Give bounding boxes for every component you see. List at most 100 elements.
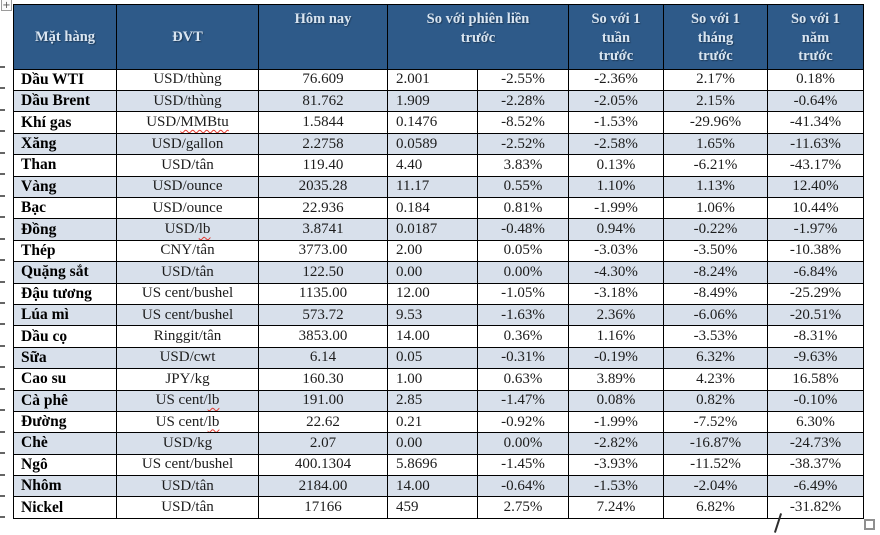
- header-so-voi-1-tuan-truoc[interactable]: So với 1 tuần trước: [568, 4, 664, 70]
- cell-change-abs[interactable]: 4.40: [387, 154, 478, 177]
- cell-week-pct[interactable]: -4.30%: [568, 261, 664, 284]
- cell-name[interactable]: Sữa: [13, 346, 117, 370]
- cell-week-pct[interactable]: -2.36%: [568, 68, 664, 92]
- header-mat-hang[interactable]: Mặt hàng: [13, 4, 117, 70]
- cell-name[interactable]: Bạc: [13, 196, 117, 220]
- cell-change-abs[interactable]: 0.00: [387, 432, 478, 455]
- cell-unit[interactable]: JPY/kg: [116, 368, 259, 391]
- cell-today[interactable]: 1135.00: [258, 282, 388, 305]
- cell-change-abs[interactable]: 11.17: [387, 175, 478, 198]
- cell-week-pct[interactable]: 1.10%: [568, 175, 664, 198]
- cell-year-pct[interactable]: -31.82%: [767, 496, 864, 519]
- cell-month-pct[interactable]: -6.06%: [663, 303, 768, 327]
- cell-month-pct[interactable]: -11.52%: [663, 453, 768, 477]
- cell-change-pct[interactable]: 0.00%: [477, 432, 569, 455]
- table-move-handle[interactable]: +: [1, 0, 12, 11]
- cell-change-pct[interactable]: 0.36%: [477, 325, 569, 348]
- cell-week-pct[interactable]: -1.53%: [568, 475, 664, 498]
- cell-name[interactable]: Dầu cọ: [13, 325, 117, 348]
- cell-today[interactable]: 3773.00: [258, 239, 388, 263]
- cell-change-pct[interactable]: -2.55%: [477, 68, 569, 92]
- cell-year-pct[interactable]: -20.51%: [767, 303, 864, 327]
- cell-change-pct[interactable]: -1.47%: [477, 389, 569, 412]
- cell-change-abs[interactable]: 0.1476: [387, 111, 478, 134]
- cell-week-pct[interactable]: 3.89%: [568, 368, 664, 391]
- cell-today[interactable]: 1.5844: [258, 111, 388, 134]
- cell-month-pct[interactable]: -6.21%: [663, 154, 768, 177]
- cell-month-pct[interactable]: -3.53%: [663, 325, 768, 348]
- cell-today[interactable]: 2035.28: [258, 175, 388, 198]
- cell-today[interactable]: 3853.00: [258, 325, 388, 348]
- cell-name[interactable]: Nhôm: [13, 475, 117, 498]
- cell-unit[interactable]: US cent/bushel: [116, 453, 259, 477]
- cell-month-pct[interactable]: 4.23%: [663, 368, 768, 391]
- cell-month-pct[interactable]: -2.04%: [663, 475, 768, 498]
- cell-today[interactable]: 191.00: [258, 389, 388, 412]
- cell-name[interactable]: Ngô: [13, 453, 117, 477]
- cell-change-pct[interactable]: -0.31%: [477, 346, 569, 370]
- header-so-voi-1-thang-truoc[interactable]: So với 1 tháng trước: [663, 4, 768, 70]
- cell-name[interactable]: Lúa mì: [13, 303, 117, 327]
- cell-month-pct[interactable]: -0.22%: [663, 218, 768, 241]
- cell-name[interactable]: Nickel: [13, 496, 117, 519]
- cell-year-pct[interactable]: 16.58%: [767, 368, 864, 391]
- cell-change-pct[interactable]: -1.05%: [477, 282, 569, 305]
- cell-change-pct[interactable]: -2.28%: [477, 90, 569, 113]
- cell-today[interactable]: 122.50: [258, 261, 388, 284]
- cell-year-pct[interactable]: -11.63%: [767, 132, 864, 156]
- cell-name[interactable]: Đường: [13, 410, 117, 434]
- cell-change-abs[interactable]: 2.00: [387, 239, 478, 263]
- cell-month-pct[interactable]: -16.87%: [663, 432, 768, 455]
- cell-name[interactable]: Xăng: [13, 132, 117, 156]
- cell-name[interactable]: Khí gas: [13, 111, 117, 134]
- cell-unit[interactable]: US cent/lb: [116, 410, 259, 434]
- cell-year-pct[interactable]: -8.31%: [767, 325, 864, 348]
- cell-month-pct[interactable]: -8.24%: [663, 261, 768, 284]
- cell-unit[interactable]: USD/cwt: [116, 346, 259, 370]
- cell-unit[interactable]: USD/lb: [116, 218, 259, 241]
- cell-unit[interactable]: USD/ounce: [116, 175, 259, 198]
- cell-today[interactable]: 76.609: [258, 68, 388, 92]
- cell-year-pct[interactable]: -10.38%: [767, 239, 864, 263]
- cell-unit[interactable]: CNY/tân: [116, 239, 259, 263]
- cell-year-pct[interactable]: -38.37%: [767, 453, 864, 477]
- cell-year-pct[interactable]: -9.63%: [767, 346, 864, 370]
- cell-week-pct[interactable]: 0.08%: [568, 389, 664, 412]
- cell-name[interactable]: Vàng: [13, 175, 117, 198]
- cell-unit[interactable]: US cent/bushel: [116, 303, 259, 327]
- cell-month-pct[interactable]: -3.50%: [663, 239, 768, 263]
- cell-name[interactable]: Thép: [13, 239, 117, 263]
- cell-week-pct[interactable]: -3.03%: [568, 239, 664, 263]
- cell-month-pct[interactable]: -7.52%: [663, 410, 768, 434]
- cell-month-pct[interactable]: 6.32%: [663, 346, 768, 370]
- cell-unit[interactable]: USD/gallon: [116, 132, 259, 156]
- cell-change-abs[interactable]: 0.21: [387, 410, 478, 434]
- cell-week-pct[interactable]: 7.24%: [568, 496, 664, 519]
- cell-name[interactable]: Cà phê: [13, 389, 117, 412]
- cell-week-pct[interactable]: -0.19%: [568, 346, 664, 370]
- cell-change-pct[interactable]: 2.75%: [477, 496, 569, 519]
- cell-change-abs[interactable]: 0.0589: [387, 132, 478, 156]
- cell-change-pct[interactable]: -1.63%: [477, 303, 569, 327]
- cell-month-pct[interactable]: 1.06%: [663, 196, 768, 220]
- cell-unit[interactable]: Ringgit/tân: [116, 325, 259, 348]
- cell-unit[interactable]: USD/thùng: [116, 90, 259, 113]
- cell-today[interactable]: 81.762: [258, 90, 388, 113]
- cell-change-pct[interactable]: 0.00%: [477, 261, 569, 284]
- cell-name[interactable]: Than: [13, 154, 117, 177]
- header-dvt[interactable]: ĐVT: [116, 4, 259, 70]
- cell-month-pct[interactable]: 2.17%: [663, 68, 768, 92]
- cell-unit[interactable]: USD/ounce: [116, 196, 259, 220]
- cell-change-pct[interactable]: -0.48%: [477, 218, 569, 241]
- cell-change-pct[interactable]: -8.52%: [477, 111, 569, 134]
- cell-change-abs[interactable]: 0.0187: [387, 218, 478, 241]
- cell-week-pct[interactable]: -3.93%: [568, 453, 664, 477]
- cell-year-pct[interactable]: 10.44%: [767, 196, 864, 220]
- cell-week-pct[interactable]: 2.36%: [568, 303, 664, 327]
- cell-unit[interactable]: US cent/lb: [116, 389, 259, 412]
- cell-month-pct[interactable]: -29.96%: [663, 111, 768, 134]
- cell-change-pct[interactable]: 3.83%: [477, 154, 569, 177]
- cell-month-pct[interactable]: 0.82%: [663, 389, 768, 412]
- cell-change-abs[interactable]: 14.00: [387, 475, 478, 498]
- cell-today[interactable]: 3.8741: [258, 218, 388, 241]
